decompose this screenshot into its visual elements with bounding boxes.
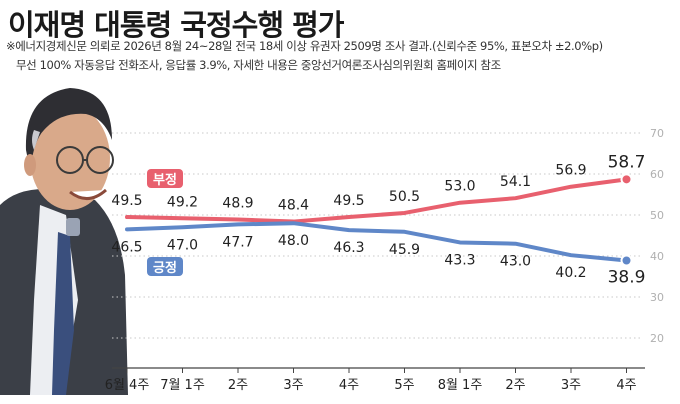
x-tick-label: 5주	[394, 378, 414, 393]
data-label: 56.9	[555, 163, 586, 179]
x-tick-label: 8월 1주	[438, 378, 483, 393]
series-endpoint	[620, 254, 633, 267]
data-label: 48.4	[278, 198, 309, 214]
chart-value-labels: 49.5 49.2 48.9 48.4 49.5 50.5 53.0 54.1 56.9 58.7…	[111, 152, 645, 287]
series-line-positive	[125, 221, 629, 263]
survey-note-line2: 무선 100% 자동응답 전화조사, 응답률 3.9%, 자세한 내용은 중앙선…	[16, 58, 501, 72]
survey-note-line1: ※에너지경제신문 의뢰로 2026년 8월 24~28일 전국 18세 이상 유…	[6, 39, 603, 53]
x-tick-label: 6월 4주	[105, 378, 150, 393]
x-tick-label: 4주	[339, 378, 359, 393]
x-tick-label: 7월 1주	[160, 378, 205, 393]
x-tick-label: 4주	[616, 378, 636, 393]
y-tick-label: 60	[650, 168, 664, 181]
data-label: 47.0	[167, 237, 198, 253]
chart-series-lines	[125, 177, 629, 263]
politician-portrait-icon	[0, 88, 128, 395]
x-tick-label: 3주	[283, 378, 303, 393]
series-endpoint	[620, 173, 633, 186]
data-label: 46.5	[111, 239, 142, 255]
data-label: 49.2	[167, 194, 198, 210]
data-label: 53.0	[444, 179, 475, 195]
data-label: 48.9	[222, 196, 253, 212]
y-tick-label: 70	[650, 127, 664, 140]
x-tick-label: 2주	[505, 378, 525, 393]
series-tag-box	[147, 257, 183, 276]
data-label: 38.9	[608, 268, 646, 288]
chart-y-axis: 20 30 40 50 60 70	[112, 127, 664, 369]
data-label: 49.5	[111, 193, 142, 209]
series-tag-box	[147, 169, 183, 188]
data-label: 43.3	[444, 252, 475, 268]
series-name-label: 부정	[153, 172, 177, 188]
y-tick-label: 40	[650, 250, 664, 263]
series-name-label: 긍정	[153, 260, 177, 276]
chart-x-axis: 6월 4주 7월 1주 2주 3주 4주 5주 8월 1주 2주 3주 4주	[105, 368, 637, 393]
data-label: 47.7	[222, 234, 253, 250]
data-label: 46.3	[333, 240, 364, 256]
y-tick-label: 20	[650, 332, 664, 345]
chart-gridlines	[112, 132, 642, 339]
data-label: 40.2	[555, 265, 586, 281]
chart-points	[620, 173, 633, 267]
series-line-negative	[125, 177, 629, 224]
data-label: 48.0	[278, 233, 309, 249]
data-label: 50.5	[389, 189, 420, 205]
page-title: 이재명 대통령 국정수행 평가	[8, 8, 344, 42]
data-label: 43.0	[500, 254, 531, 270]
y-tick-label: 30	[650, 291, 664, 304]
x-tick-label: 2주	[228, 378, 248, 393]
data-label: 58.7	[608, 152, 646, 172]
data-label: 45.9	[389, 242, 420, 258]
y-tick-label: 50	[650, 209, 664, 222]
data-label: 49.5	[333, 193, 364, 209]
x-tick-label: 3주	[561, 378, 581, 393]
data-label: 54.1	[500, 174, 531, 190]
